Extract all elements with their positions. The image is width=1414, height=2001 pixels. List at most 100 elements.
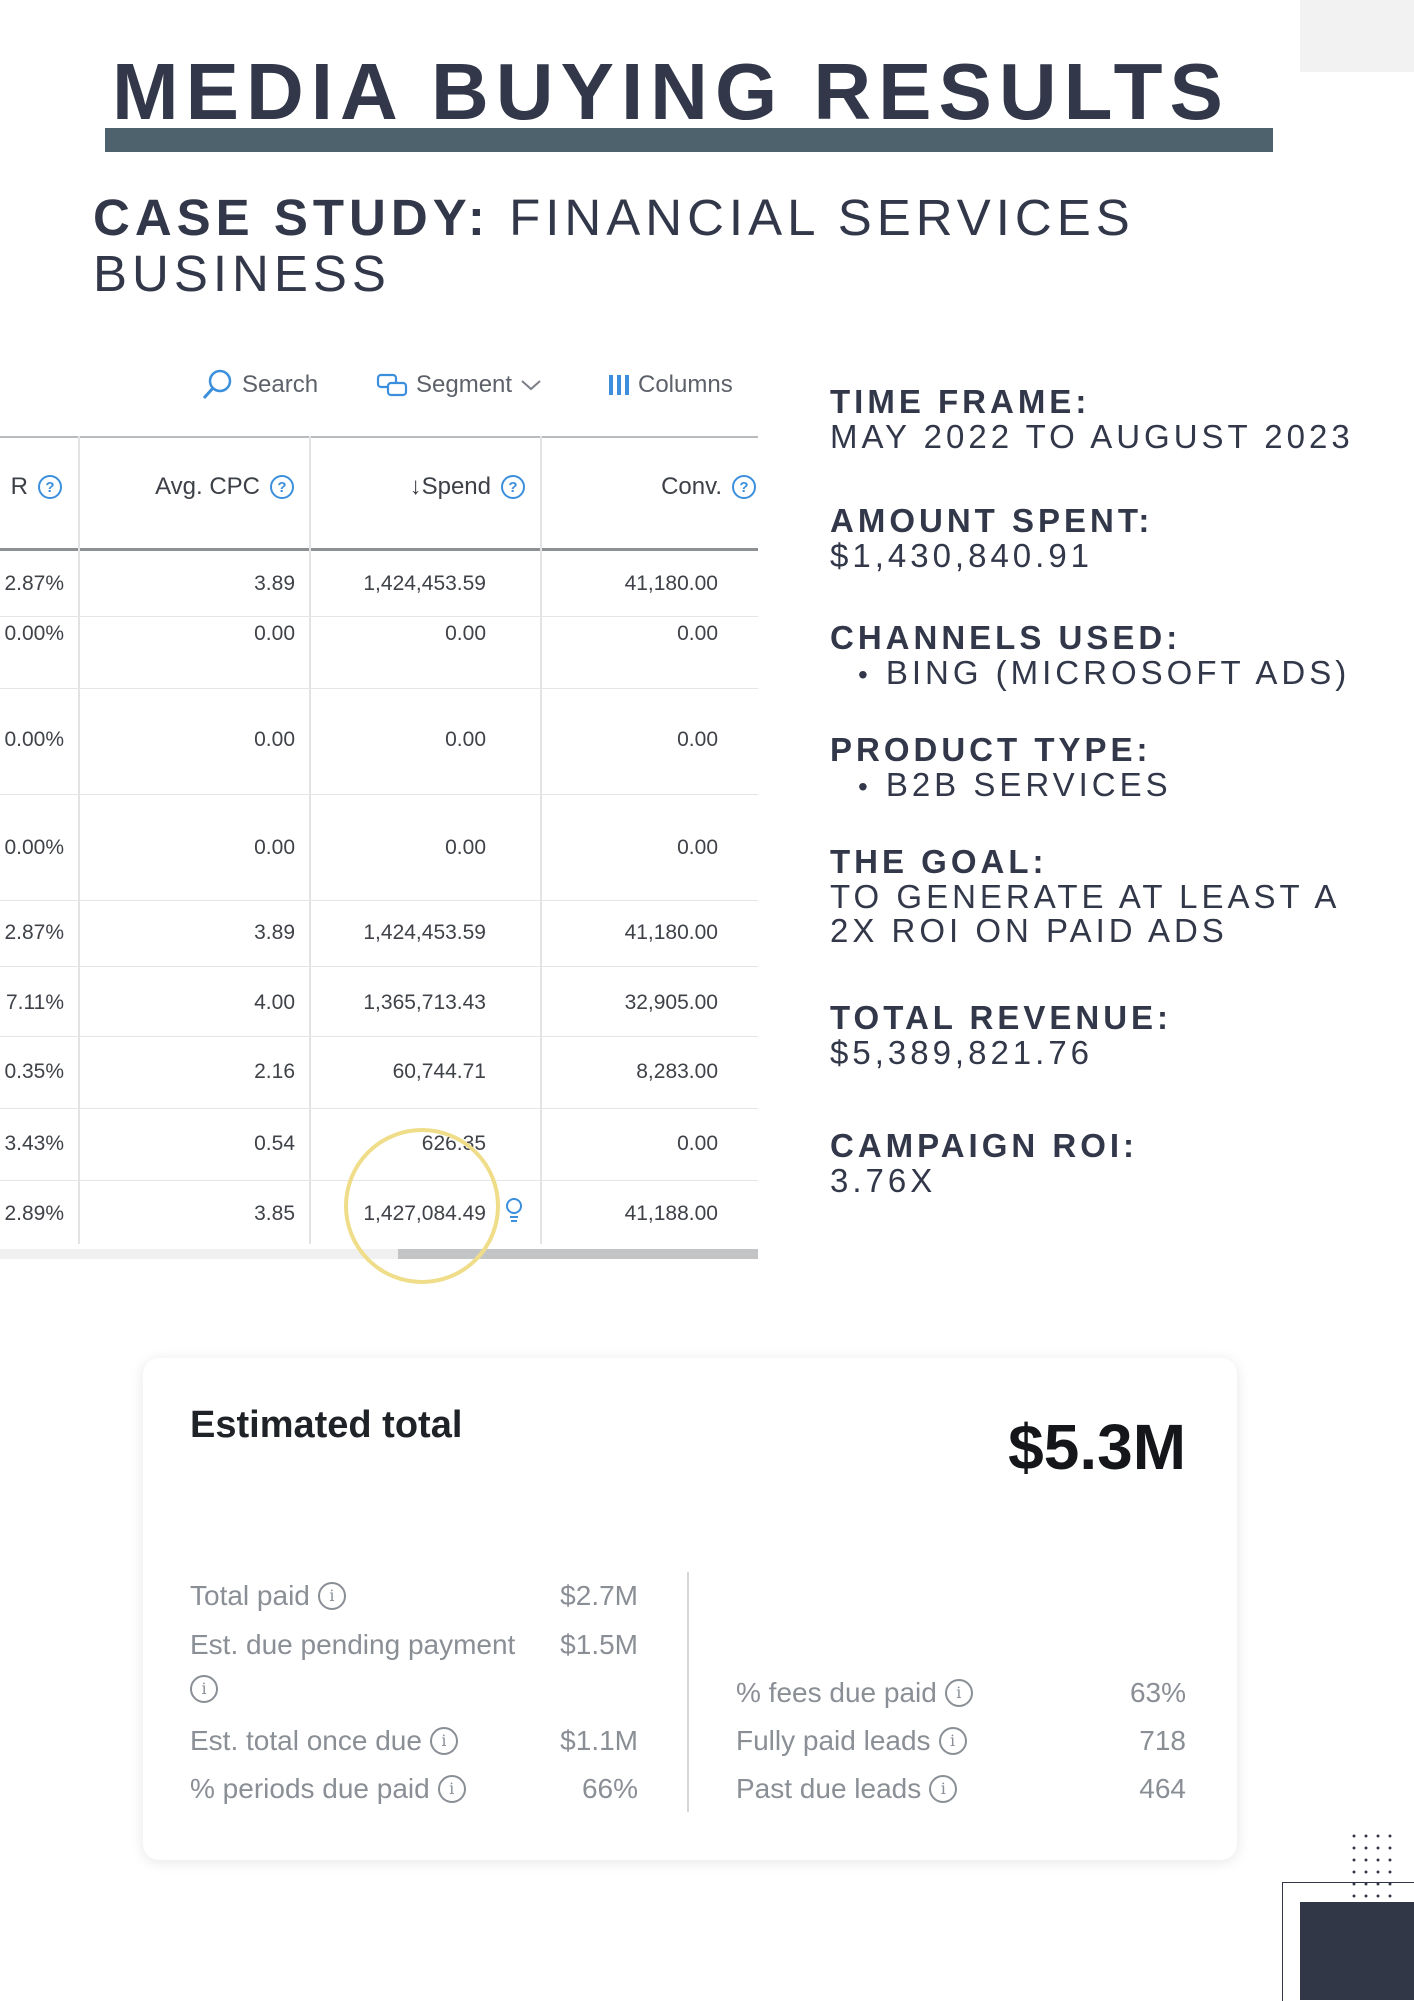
column-header-avg-cpc[interactable]: Avg. CPC ? — [82, 463, 294, 511]
help-icon[interactable]: ? — [732, 475, 756, 499]
metric-est-total-once-due: Est. total once due i — [190, 1723, 458, 1759]
info-icon[interactable]: i — [317, 1582, 346, 1610]
table-cell: 0.00% — [4, 622, 64, 645]
table-cell: 2.89% — [4, 1202, 64, 1225]
metric-label: Est. total once due — [190, 1725, 422, 1756]
dot-pattern-decoration — [1348, 1830, 1396, 1938]
segment-button[interactable]: Segment — [376, 360, 542, 410]
card-title: Estimated total — [190, 1404, 463, 1446]
info-icon[interactable]: i — [190, 1675, 218, 1703]
time-frame-label: TIME FRAME: — [830, 383, 1091, 420]
table-toolbar: Search Segment Columns — [0, 360, 758, 410]
table-cell: 4.00 — [254, 991, 295, 1014]
search-icon — [202, 369, 232, 400]
roi-section: CAMPAIGN ROI: 3.76X — [830, 1128, 1400, 1198]
chevron-down-icon — [521, 380, 541, 391]
info-icon[interactable]: i — [938, 1727, 967, 1755]
revenue-value: $5,389,821.76 — [830, 1034, 1094, 1071]
page-title: MEDIA BUYING RESULTS — [112, 47, 1230, 136]
table-cell: 0.00 — [677, 1132, 718, 1155]
goal-label: THE GOAL: — [830, 843, 1048, 880]
table-cell: 0.00 — [445, 728, 486, 751]
metric-info-wrap: i — [190, 1675, 218, 1703]
time-frame-section: TIME FRAME: MAY 2022 TO AUGUST 2023 — [830, 384, 1400, 454]
info-icon[interactable]: i — [437, 1775, 466, 1803]
amount-spent-label: AMOUNT SPENT: — [830, 502, 1154, 539]
table-cell: 0.00% — [4, 728, 64, 751]
search-label: Search — [242, 371, 319, 398]
table-cell: 0.00 — [677, 728, 718, 751]
estimated-total-card — [143, 1358, 1237, 1860]
table-cell: 3.89 — [254, 921, 295, 944]
columns-button[interactable]: Columns — [608, 360, 733, 410]
time-frame-value: MAY 2022 TO AUGUST 2023 — [830, 418, 1354, 455]
subtitle-rest: FINANCIAL SERVICES BUSINESS — [93, 189, 1135, 302]
header-top-line — [0, 436, 758, 438]
table-cell: 41,180.00 — [624, 572, 718, 595]
column-divider — [540, 436, 542, 1244]
subtitle-bold: CASE STUDY: — [93, 189, 490, 246]
revenue-label: TOTAL REVENUE: — [830, 999, 1173, 1036]
table-cell: 0.00 — [254, 836, 295, 859]
product-item: B2B SERVICES — [830, 768, 1400, 804]
table-cell: 41,188.00 — [624, 1202, 718, 1225]
metric-periods-due-paid: % periods due paid i — [190, 1771, 466, 1807]
metric-fully-paid-leads: Fully paid leads i — [736, 1723, 967, 1759]
page-subtitle: CASE STUDY: FINANCIAL SERVICES BUSINESS — [93, 190, 1253, 302]
table-cell: 3.43% — [4, 1132, 64, 1155]
metric-value: $1.1M — [560, 1725, 638, 1756]
table-cell: 0.00 — [445, 622, 486, 645]
column-header-label: Conv. — [661, 473, 722, 500]
row-divider — [0, 688, 758, 689]
metric-total-paid: Total paid i — [190, 1578, 346, 1614]
column-divider — [309, 436, 311, 1244]
table-cell: 32,905.00 — [624, 991, 718, 1014]
revenue-section: TOTAL REVENUE: $5,389,821.76 — [830, 1000, 1400, 1070]
table-cell: 60,744.71 — [392, 1060, 486, 1083]
scrollbar-thumb[interactable] — [398, 1249, 758, 1259]
product-type-section: PRODUCT TYPE: B2B SERVICES — [830, 732, 1400, 804]
metric-label: Past due leads — [736, 1773, 922, 1804]
table-cell: 3.85 — [254, 1202, 295, 1225]
help-icon[interactable]: ? — [501, 475, 525, 499]
highlight-circle — [344, 1128, 500, 1284]
metric-value: 718 — [1139, 1725, 1186, 1756]
column-header-label: ↓Spend — [409, 473, 491, 500]
goal-section: THE GOAL: TO GENERATE AT LEAST A 2X ROI … — [830, 844, 1400, 948]
info-icon[interactable]: i — [429, 1727, 458, 1755]
table-cell: 8,283.00 — [636, 1060, 718, 1083]
table-cell: 1,365,713.43 — [363, 991, 486, 1014]
info-icon[interactable]: i — [944, 1679, 973, 1707]
row-divider — [0, 900, 758, 901]
roi-label: CAMPAIGN ROI: — [830, 1127, 1139, 1164]
metric-label: Est. due pending payment — [190, 1629, 516, 1660]
table-cell: 0.00 — [254, 728, 295, 751]
column-header-label: R — [10, 473, 28, 500]
metric-label: Total paid — [190, 1580, 310, 1611]
column-header-ctr[interactable]: R ? — [0, 463, 62, 511]
segment-icon — [376, 373, 408, 397]
table-cell: 2.87% — [4, 572, 64, 595]
table-cell: 0.00% — [4, 836, 64, 859]
metric-label: % periods due paid — [190, 1773, 430, 1804]
metric-label: Fully paid leads — [736, 1725, 931, 1756]
row-divider — [0, 1036, 758, 1037]
row-divider — [0, 616, 758, 617]
column-header-spend[interactable]: ↓Spend ? — [313, 463, 525, 511]
column-header-conv[interactable]: Conv. ? — [544, 463, 756, 511]
header-bottom-line — [0, 548, 758, 551]
columns-icon — [609, 375, 629, 395]
table-cell: 0.54 — [254, 1132, 295, 1155]
channels-label: CHANNELS USED: — [830, 619, 1182, 656]
lightbulb-icon[interactable] — [504, 1197, 524, 1223]
goal-line-1: TO GENERATE AT LEAST A — [830, 878, 1341, 915]
channel-item: BING (MICROSOFT ADS) — [830, 656, 1400, 692]
title-underline-bar — [105, 128, 1273, 152]
row-divider — [0, 966, 758, 967]
columns-label: Columns — [638, 371, 733, 398]
help-icon[interactable]: ? — [270, 475, 294, 499]
info-icon[interactable]: i — [929, 1775, 958, 1803]
metric-value: 63% — [1129, 1677, 1186, 1708]
search-button[interactable]: Search — [200, 360, 318, 410]
help-icon[interactable]: ? — [38, 475, 62, 499]
